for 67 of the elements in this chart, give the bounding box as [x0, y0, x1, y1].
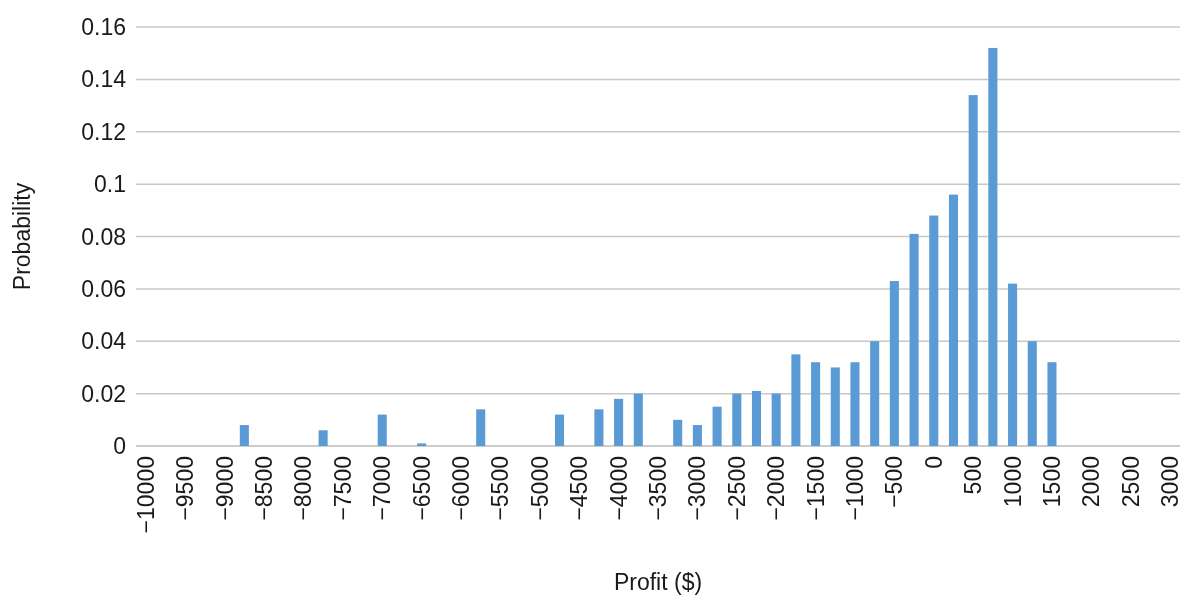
- x-tick-label: −1000: [842, 456, 869, 521]
- y-tick-label: 0: [113, 433, 126, 460]
- x-tick-label: 1000: [999, 456, 1026, 508]
- x-tick-label: 1500: [1039, 456, 1066, 508]
- bar: [476, 409, 486, 446]
- x-tick-label: −5500: [487, 456, 514, 521]
- x-tick-label: −1500: [802, 456, 829, 521]
- x-tick-label: −6000: [448, 456, 475, 521]
- x-tick-label: 3000: [1157, 456, 1184, 508]
- x-tick-label: −8000: [290, 456, 317, 521]
- bar: [417, 443, 427, 446]
- bar: [771, 393, 781, 446]
- bar: [811, 362, 821, 446]
- bar: [692, 425, 702, 446]
- bar: [673, 419, 683, 446]
- bar: [889, 281, 899, 446]
- bar: [614, 398, 624, 446]
- bar: [318, 430, 328, 446]
- bar: [554, 414, 565, 446]
- x-tick-label: −7000: [369, 456, 396, 521]
- y-tick-label: 0.02: [81, 380, 126, 407]
- bar: [870, 341, 880, 446]
- bar: [712, 406, 722, 446]
- bar: [1047, 362, 1057, 446]
- bar: [968, 95, 978, 446]
- x-tick-label: −7500: [329, 456, 356, 521]
- bar: [850, 362, 860, 446]
- bar: [948, 194, 958, 446]
- x-tick-label: −3000: [684, 456, 711, 521]
- x-tick-label: −4000: [605, 456, 632, 521]
- y-tick-label: 0.12: [81, 118, 126, 145]
- y-tick-label: 0.1: [94, 171, 126, 198]
- x-tick-label: 2500: [1117, 456, 1144, 508]
- x-tick-label: −500: [881, 456, 908, 508]
- bar: [732, 393, 742, 446]
- x-tick-label: 2000: [1078, 456, 1105, 508]
- x-tick-label: −6500: [408, 456, 435, 521]
- x-tick-label: −4500: [566, 456, 593, 521]
- x-tick-label: −9500: [172, 456, 199, 521]
- x-tick-label: −2500: [723, 456, 750, 521]
- y-tick-label: 0.04: [81, 328, 127, 355]
- bar: [988, 47, 998, 446]
- x-tick-label: −2000: [763, 456, 790, 521]
- bar: [909, 233, 919, 446]
- y-axis-title: Probability: [9, 182, 35, 291]
- bar: [377, 414, 387, 446]
- bar: [929, 215, 939, 446]
- bar: [239, 425, 249, 446]
- y-tick-label: 0.16: [81, 14, 126, 41]
- y-tick-label: 0.06: [81, 275, 126, 302]
- x-tick-label: −3500: [645, 456, 672, 521]
- x-tick-label: −5000: [526, 456, 553, 521]
- x-tick-label: −9000: [211, 456, 238, 521]
- bar: [751, 391, 762, 446]
- x-tick-label: −8500: [251, 456, 278, 521]
- x-tick-label: 0: [920, 456, 947, 469]
- x-tick-label: 500: [960, 456, 987, 495]
- y-tick-label: 0.14: [81, 66, 127, 93]
- bar: [594, 409, 604, 446]
- bar: [791, 354, 801, 446]
- x-tick-label: −10000: [132, 456, 159, 534]
- y-tick-label: 0.08: [81, 223, 126, 250]
- x-axis-title: Profit ($): [613, 569, 703, 595]
- bar: [830, 367, 840, 446]
- bar: [633, 393, 643, 446]
- bar: [1008, 283, 1018, 446]
- bar: [1027, 341, 1037, 446]
